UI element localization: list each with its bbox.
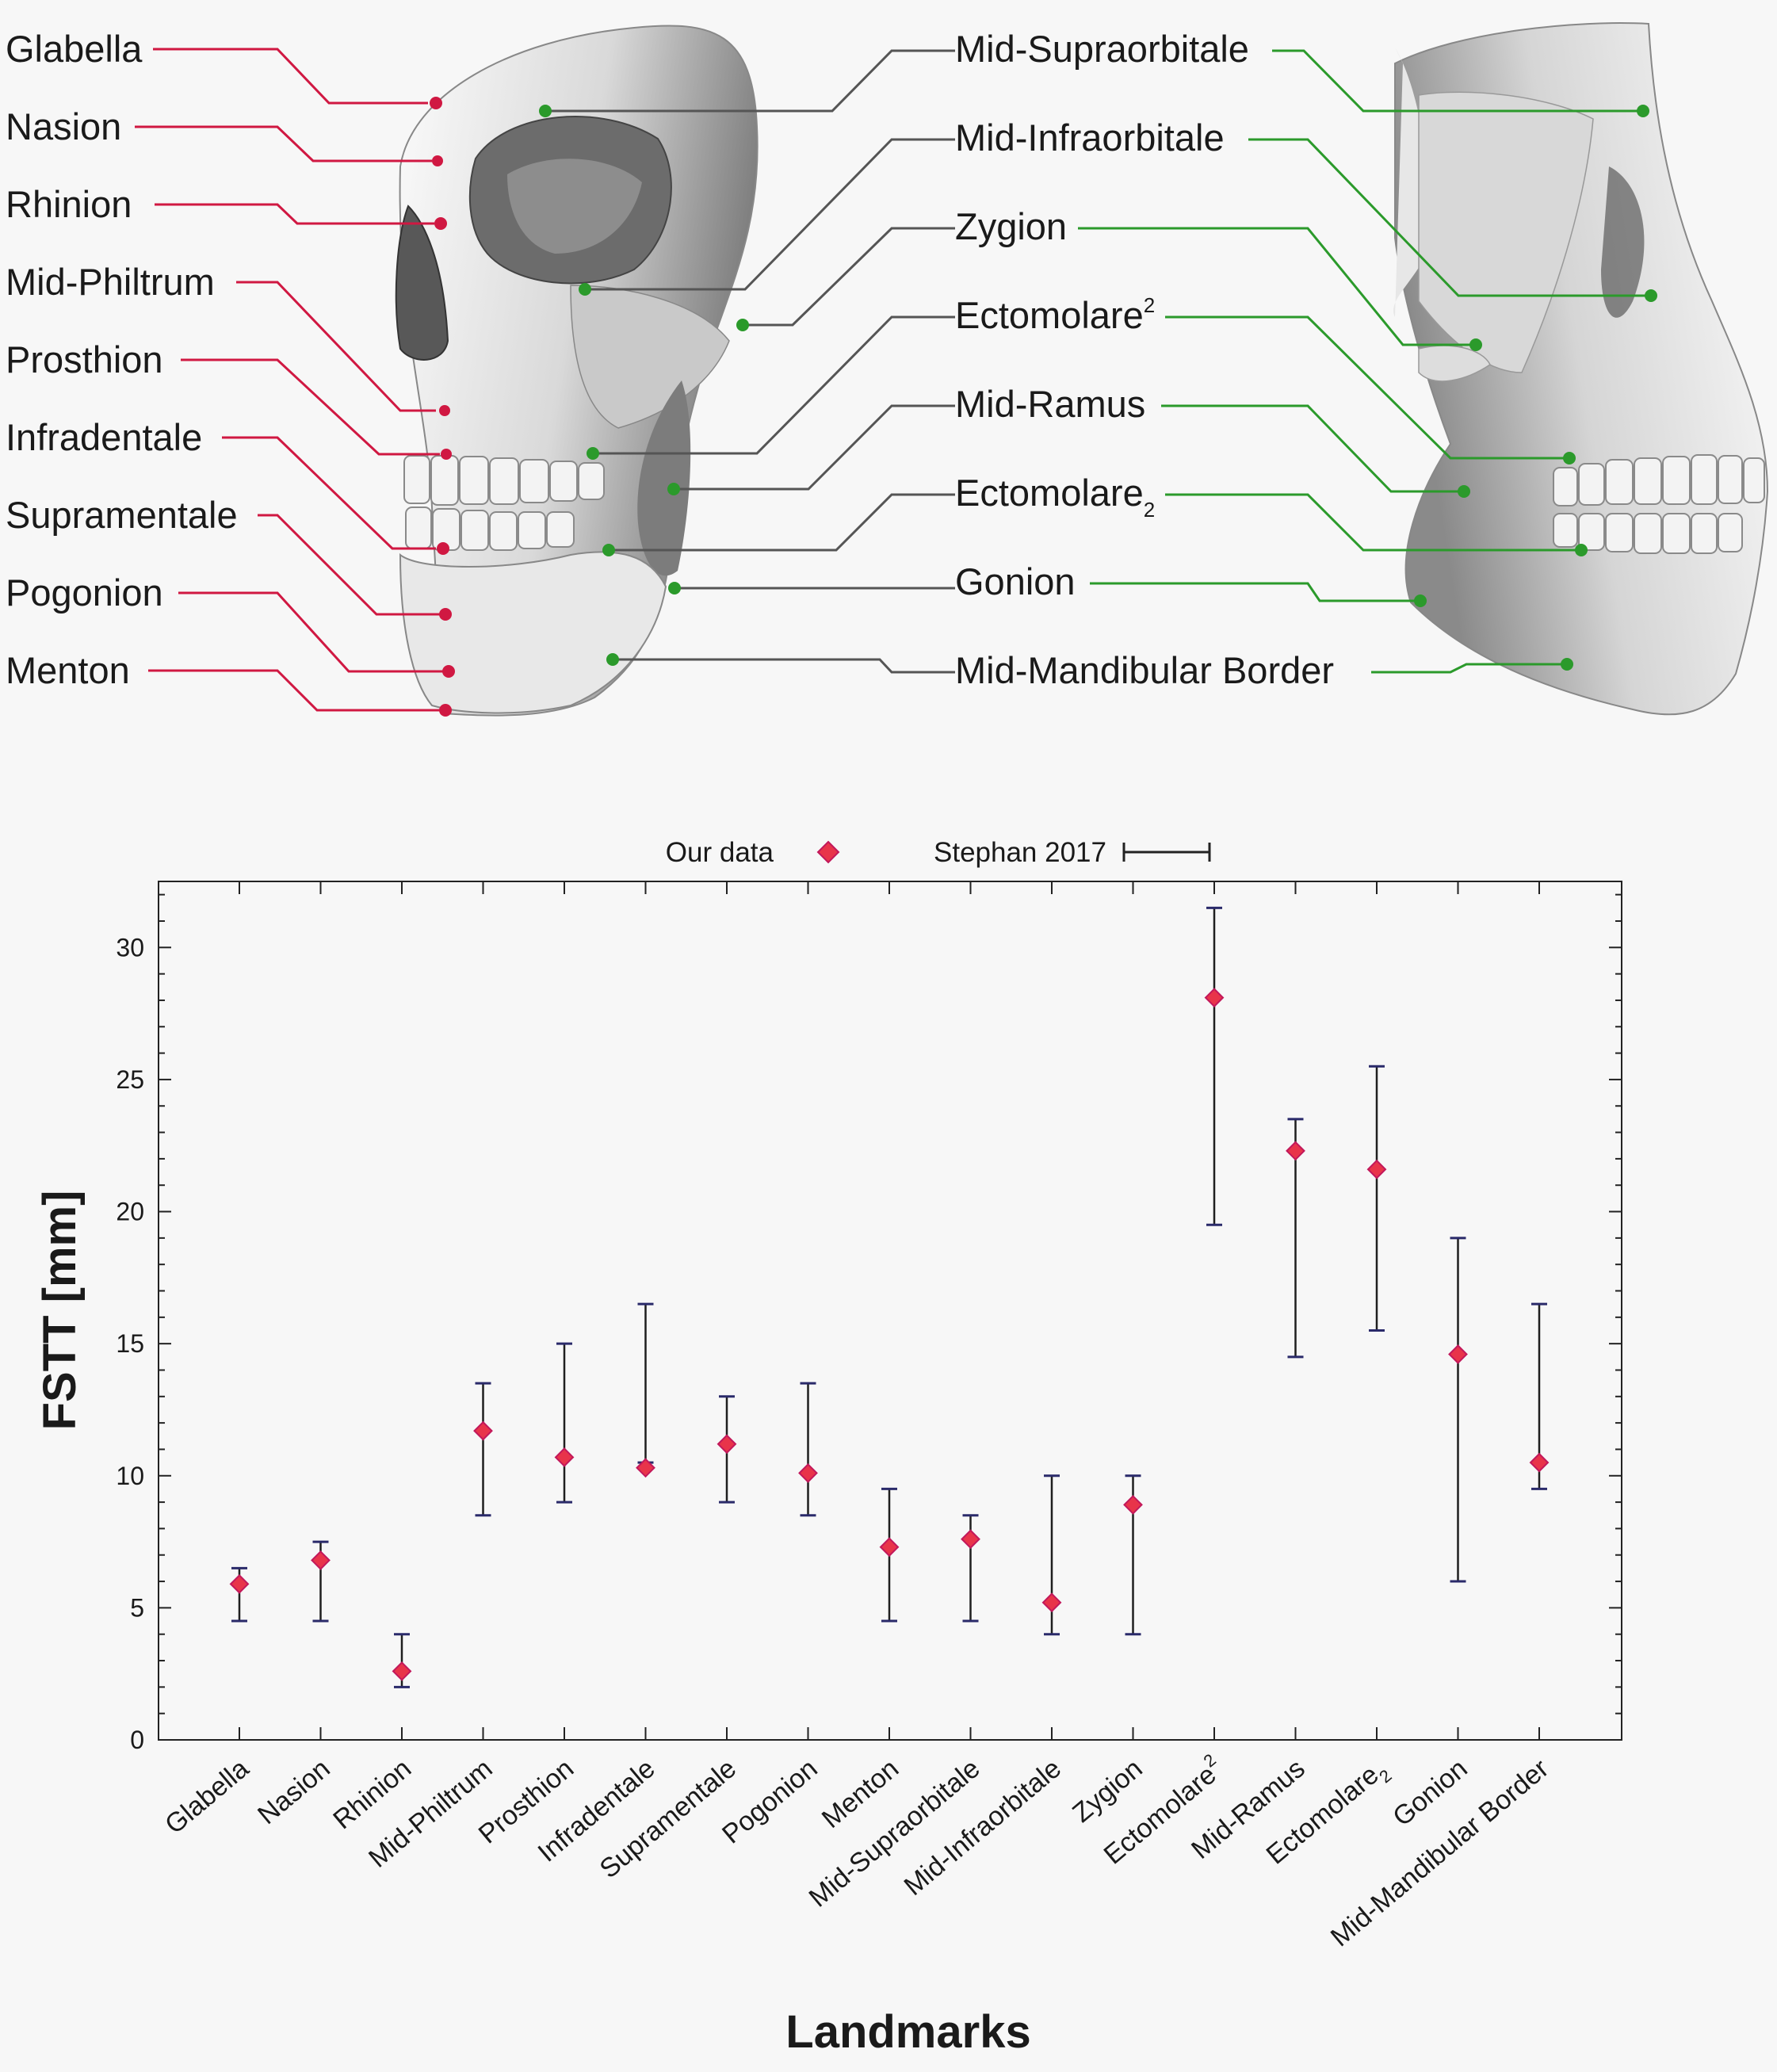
right-label: Zygion [955, 205, 1067, 247]
data-point [311, 1550, 331, 1570]
right-label: Mid-Supraorbitale [955, 28, 1249, 70]
anatomy-panel: Glabella Nasion Rhinion Mid-Philtrum Pro… [6, 22, 1769, 717]
left-label: Glabella [6, 28, 143, 70]
left-label: Menton [6, 649, 130, 691]
midline-leader-lines [135, 48, 446, 712]
data-point [1041, 1592, 1062, 1613]
y-tick-label: 0 [130, 1726, 144, 1754]
data-point [1366, 1159, 1387, 1179]
left-label: Rhinion [6, 183, 132, 225]
y-tick-label: 15 [116, 1329, 144, 1358]
left-label: Pogonion [6, 572, 163, 614]
data-point [1529, 1452, 1550, 1473]
data-point [229, 1573, 250, 1594]
y-axis-title: FSTT [mm] [34, 1191, 86, 1431]
legend-label-stephan: Stephan 2017 [934, 837, 1106, 868]
right-label-subscript: 2 [1144, 498, 1155, 522]
y-tick-label: 30 [116, 933, 144, 961]
legend: Our data Stephan 2017 [666, 837, 1211, 868]
stephan-errorbars [231, 906, 1547, 1688]
data-point [961, 1529, 980, 1550]
x-axis: GlabellaNasionRhinionMid-PhiltrumProsthi… [159, 881, 1554, 1952]
y-tick-label: 25 [116, 1065, 144, 1094]
x-tick-label: Glabella [159, 1753, 254, 1840]
right-label-base: Ectomolare [955, 472, 1144, 514]
right-label: Mid-Mandibular Border [955, 649, 1334, 691]
our-data-markers [229, 988, 1550, 1681]
errorbar [475, 1382, 491, 1517]
y-tick-label: 5 [130, 1593, 144, 1622]
x-tick-label: Nasion [252, 1753, 336, 1830]
legend-label-our-data: Our data [666, 837, 774, 868]
errorbar [637, 1302, 654, 1464]
data-point [1286, 1141, 1305, 1161]
left-label: Supramentale [6, 494, 238, 536]
y-tick-label: 10 [116, 1462, 144, 1490]
left-label: Nasion [6, 105, 121, 147]
right-label: Mid-Infraorbitale [955, 117, 1225, 159]
chart-panel: 0 5 10 15 20 25 30 GlabellaNasionRhinionMid-Ph… [34, 837, 1622, 2058]
midline-landmarks: Glabella Nasion Rhinion Mid-Philtrum Pro… [6, 28, 455, 717]
legend-errorbar-stephan [1122, 843, 1211, 862]
data-point [798, 1463, 818, 1483]
lateral-landmarks: Mid-Supraorbitale Mid-Infraorbitale Zygi… [539, 28, 1657, 691]
data-point [636, 1458, 655, 1478]
data-point [1448, 1344, 1468, 1364]
data-point [717, 1434, 737, 1455]
errorbar [1450, 1237, 1466, 1583]
lateral-points [539, 105, 1657, 671]
data-point [1204, 988, 1225, 1008]
midline-points [430, 97, 455, 717]
data-point [473, 1420, 493, 1441]
errorbar [556, 1342, 572, 1504]
errorbar [800, 1382, 816, 1517]
data-point [554, 1447, 575, 1467]
right-label: Ectomolare2 [955, 293, 1155, 336]
legend-marker-our-data [816, 840, 840, 864]
data-point [879, 1537, 900, 1558]
right-label: Mid-Ramus [955, 383, 1145, 425]
lateral-leader-lines [547, 49, 1649, 674]
left-label: Infradentale [6, 416, 202, 458]
errorbar [1369, 1065, 1385, 1332]
errorbar [1206, 906, 1222, 1226]
x-tick-label: Supramentale [594, 1753, 743, 1884]
skull-side-illustration [1393, 22, 1769, 716]
skull-front-illustration [395, 25, 759, 717]
right-label-superscript: 2 [1144, 293, 1155, 317]
y-axis: 0 5 10 15 20 25 30 [116, 893, 1622, 1754]
right-label: Gonion [955, 560, 1076, 602]
left-label: Prosthion [6, 338, 163, 380]
right-label-base: Ectomolare [955, 294, 1144, 336]
x-axis-title: Landmarks [785, 2006, 1030, 2058]
right-label: Ectomolare2 [955, 472, 1155, 522]
left-label: Mid-Philtrum [6, 261, 215, 303]
y-tick-label: 20 [116, 1198, 144, 1226]
data-point [392, 1661, 412, 1681]
data-point [1123, 1495, 1143, 1515]
